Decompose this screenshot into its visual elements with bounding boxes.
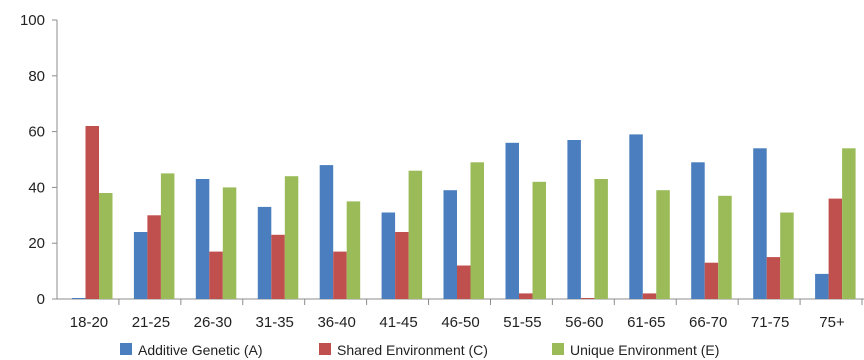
bar-a-71-75 [753,148,767,299]
legend-item: Shared Environment (C) [319,342,488,358]
x-tick-label: 46-50 [441,314,479,331]
bar-e-75+ [842,148,856,299]
x-tick-label: 36-40 [317,314,355,331]
bar-e-46-50 [470,162,484,299]
legend: Additive Genetic (A) Shared Environment (… [120,342,719,358]
bar-e-36-40 [346,201,361,299]
legend-label: Shared Environment (C) [337,342,488,358]
bars [72,126,856,299]
x-tick-label: 71-75 [751,314,789,331]
x-tick-label: 31-35 [256,314,294,331]
bar-a-66-70 [691,162,705,299]
legend-label: Unique Environment (E) [570,342,719,358]
x-tick-label: 18-20 [70,314,108,331]
x-tick-label: 51-55 [503,314,541,331]
bar-c-56-60 [580,298,595,299]
x-tick-label: 66-70 [689,314,727,331]
bar-c-51-55 [519,293,533,299]
bar-a-41-45 [381,212,396,299]
bar-a-36-40 [319,165,334,299]
x-tick-label: 41-45 [379,314,417,331]
bar-a-26-30 [195,179,210,299]
bar-e-66-70 [718,195,732,299]
bar-c-26-30 [209,251,223,299]
y-axis-ticks: 0 20 40 60 80 100 [20,12,57,308]
bar-c-61-65 [642,293,657,299]
bar-c-18-20 [85,126,99,299]
x-tick-label: 26-30 [194,314,232,331]
bar-a-31-35 [257,206,272,299]
bar-c-41-45 [395,232,409,299]
bar-a-21-25 [133,232,148,299]
x-axis-ticks: 18-20 21-25 26-30 31-35 36-40 41-45 46-50 51-55… [70,299,863,331]
bar-e-31-35 [284,176,299,299]
y-tick-label: 60 [28,124,45,141]
bar-e-51-55 [532,181,546,299]
bar-a-56-60 [567,140,581,299]
bar-a-61-65 [629,134,643,299]
bar-e-41-45 [408,170,423,299]
legend-swatch [120,343,132,355]
y-tick-label: 100 [20,12,45,29]
bar-a-75+ [815,273,829,299]
bar-e-56-60 [594,179,608,299]
legend-label: Additive Genetic (A) [138,342,263,358]
x-tick-label: 75+ [819,314,845,331]
x-tick-label: 56-60 [565,314,603,331]
y-tick-label: 20 [28,235,45,252]
x-tick-label: 61-65 [627,314,665,331]
bar-e-21-25 [160,173,175,299]
legend-item: Unique Environment (E) [552,342,719,358]
x-tick-label: 21-25 [132,314,170,331]
bar-a-51-55 [505,142,519,299]
y-tick-label: 40 [28,179,45,196]
bar-c-46-50 [457,265,471,299]
bar-c-36-40 [333,251,347,299]
bar-c-66-70 [704,262,719,299]
bar-a-18-20 [72,298,86,299]
bar-e-26-30 [222,187,237,299]
bar-e-71-75 [780,212,794,299]
y-tick-label: 80 [28,68,45,85]
bar-c-75+ [828,198,843,299]
legend-swatch [319,343,331,355]
bar-c-21-25 [147,215,161,299]
bar-c-31-35 [271,234,285,299]
bar-c-71-75 [766,257,781,299]
bar-e-18-20 [99,193,113,299]
axes [56,20,864,300]
bar-e-61-65 [656,190,670,299]
legend-swatch [552,343,564,355]
bar-a-46-50 [443,190,457,299]
legend-item: Additive Genetic (A) [120,342,263,358]
y-tick-label: 0 [37,291,45,308]
